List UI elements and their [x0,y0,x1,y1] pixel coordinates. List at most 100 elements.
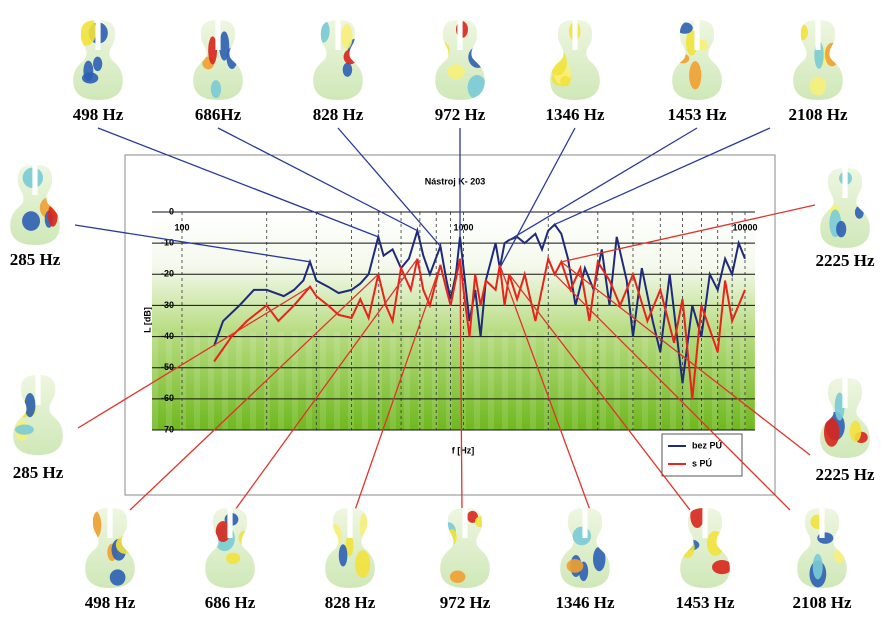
mode-blob [689,61,701,89]
violin-neck [347,508,352,538]
x-axis-label: f [Hz] [452,445,475,455]
stripe [572,332,578,430]
mode-label: 972 Hz [440,593,491,612]
stripe [236,332,242,430]
mode-blob [93,57,102,71]
violin-neck [572,20,577,50]
violin-mode-image [819,378,871,458]
mode-blob [76,17,96,46]
mode-blob [798,25,808,41]
violin-mode-image [434,20,487,100]
stripe [390,332,396,430]
mode-blob [239,531,250,545]
mode-blob [15,425,34,435]
mode-blob [855,206,864,219]
violin-body [819,168,871,248]
mode-label: 1346 Hz [555,593,614,612]
violin-body [548,20,601,100]
mode-label: 2108 Hz [792,593,851,612]
mode-label: 1453 Hz [667,105,726,124]
stripe [642,332,648,430]
violin-mode-image [671,20,723,100]
stripe [404,332,410,430]
legend-label: bez PÚ [692,439,722,450]
violin-mode-image [204,508,256,588]
mode-blob [690,504,704,528]
violin-mode-image [559,508,611,588]
mode-blob [110,569,126,585]
mode-label: 498 Hz [73,105,124,124]
y-tick-label: 0 [169,206,174,216]
violin-mode-image [9,165,61,245]
violin-neck [702,508,707,538]
mode-blob [824,418,839,447]
stripe [418,332,424,430]
violin-body [84,508,136,588]
mode-blob [328,524,341,547]
stripe [362,332,368,430]
stripe [194,332,200,430]
mode-blob [317,19,330,42]
mode-blob [825,43,839,67]
mode-blob [593,547,605,571]
violin-body [9,165,61,245]
mode-blob [448,529,457,545]
violin-body [72,17,124,100]
violin-body [679,504,732,588]
mode-blob [677,22,693,33]
x-tick-label: 100 [174,222,189,232]
violin-mode-image [192,20,244,100]
violin-mode-image [792,20,844,100]
violin-body [192,20,244,100]
stripe [726,332,732,430]
violin-neck [107,508,112,538]
violin-body [12,375,64,455]
violin-body [204,508,256,588]
violin-mode-image [84,508,136,588]
mode-label: 2225 Hz [815,465,874,484]
mode-blob [834,549,845,563]
mode-blob [850,421,861,442]
mode-label: 972 Hz [435,105,486,124]
violin-mode-image [324,508,376,588]
stripe [544,332,550,430]
stripe [600,332,606,430]
mode-blob [339,544,348,566]
mode-blob [343,63,353,77]
violin-body [819,378,871,458]
violin-neck [35,375,40,405]
stripe [278,332,284,430]
mode-blob [712,560,732,574]
mode-blob [89,511,102,539]
y-tick-label: -40 [161,331,174,341]
stripe [432,332,438,430]
violin-neck [215,20,220,50]
y-tick-label: -30 [161,300,174,310]
mode-blob [560,76,570,86]
violin-neck [842,378,847,408]
stripe [180,332,186,430]
mode-blob [48,204,58,227]
mode-blob [573,527,591,546]
mode-blob [227,47,238,69]
violin-neck [95,20,100,50]
stripe [558,332,564,430]
mode-blob [226,553,240,564]
violin-neck [457,20,462,50]
violin-neck [462,508,467,538]
mode-label: 285 Hz [10,250,61,269]
stripe [320,332,326,430]
violin-body [671,20,723,100]
violin-neck [32,165,37,195]
mode-label: 2225 Hz [815,251,874,270]
mode-blob [836,221,846,237]
mode-blob [355,550,370,578]
mode-blob [681,538,695,559]
violin-neck [227,508,232,538]
violin-mode-image [72,17,124,100]
mode-blob [25,393,36,417]
x-tick-label: 10000 [732,222,757,232]
mode-blob [83,61,93,82]
mode-blob [548,49,567,75]
mode-blob [341,24,352,49]
